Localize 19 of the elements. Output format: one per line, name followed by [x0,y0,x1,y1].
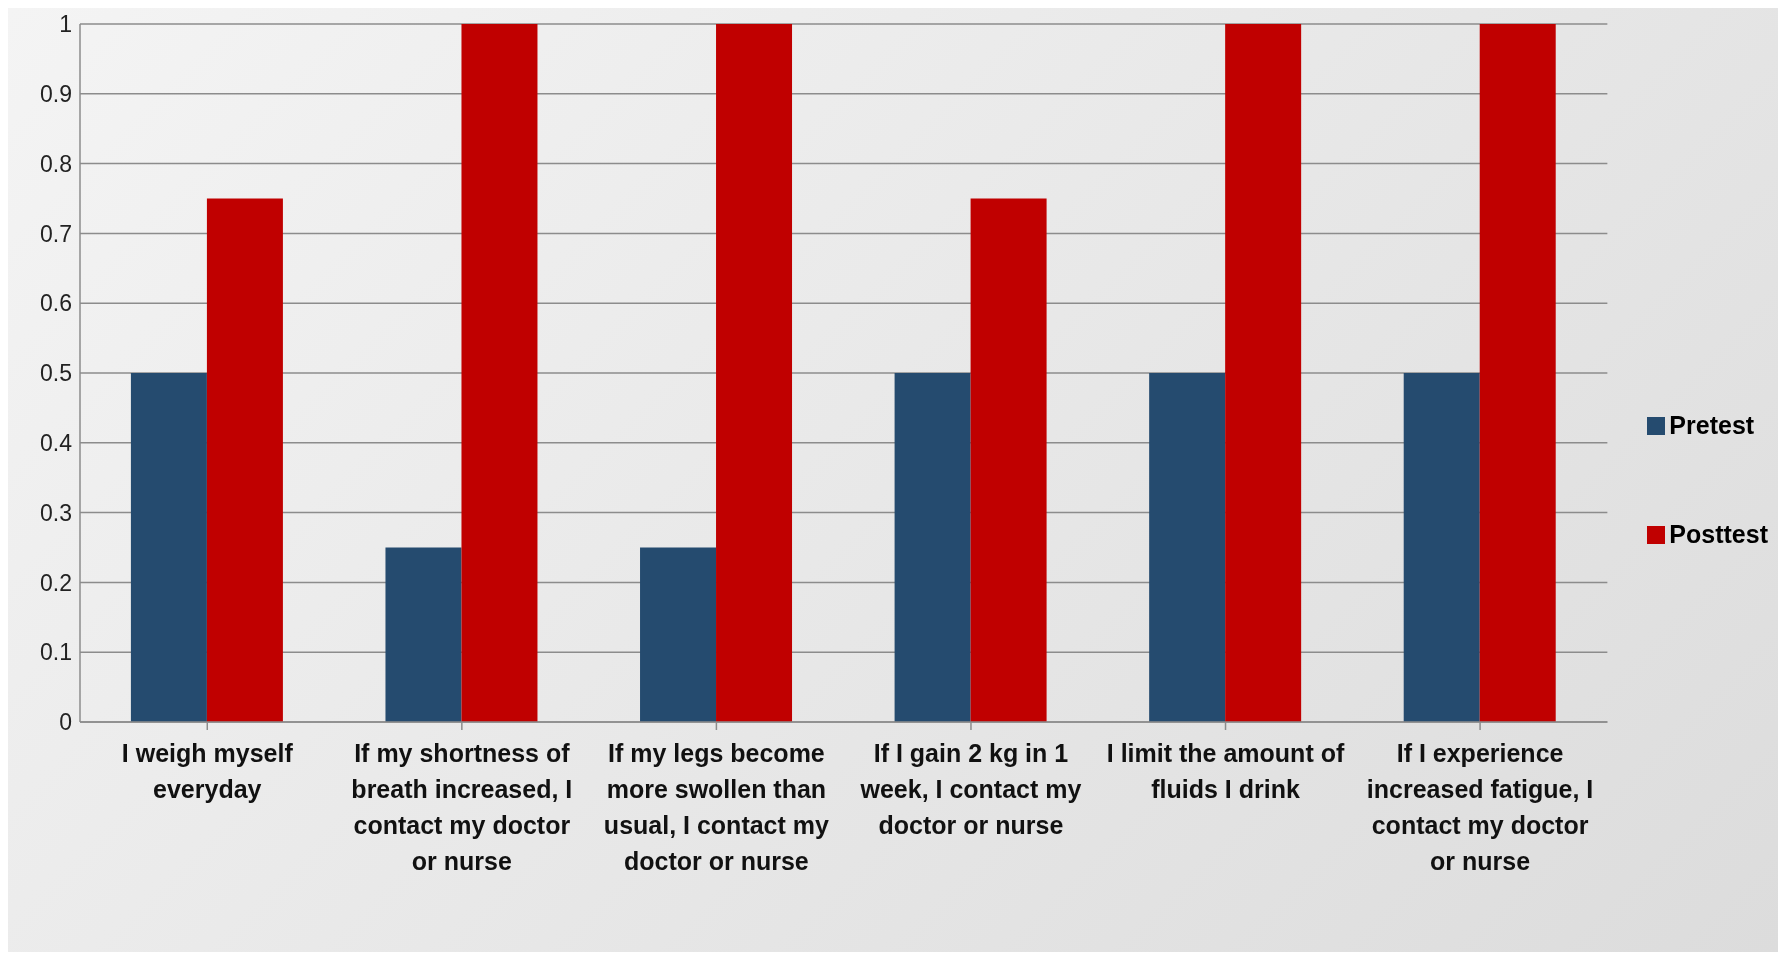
y-tick-label: 0.6 [40,290,72,317]
y-tick-label: 0.1 [40,639,72,666]
y-tick-label: 0.9 [40,80,72,107]
x-tick-label: If I gain 2 kg in 1 week, I contact my doctor or nurse [859,739,1082,839]
x-tick-label: If my legs become more swollen than usual, I contact my doctor or nurse [603,739,830,875]
x-tick-label: I weigh myself everyday [121,739,294,803]
y-tick-label: 0.3 [40,499,72,526]
legend-label: Posttest [1669,520,1768,549]
legend-label: Pretest [1669,411,1755,440]
y-tick-label: 0.4 [40,429,73,456]
y-tick-label: 1 [59,11,72,38]
x-tick-label: If my shortness of breath increased, I contact my doctor or nurse [351,739,573,875]
x-tick-label: I limit the amount of fluids I drink [1106,739,1345,803]
y-tick-label: 0.5 [40,360,72,387]
y-tick-label: 0.7 [40,220,72,247]
y-tick-label: 0 [59,709,72,736]
y-tick-label: 0.2 [40,569,72,596]
x-tick-label: If I experience increased fatigue, I contact my doctor or nurse [1366,739,1594,875]
y-tick-label: 0.8 [40,150,72,177]
